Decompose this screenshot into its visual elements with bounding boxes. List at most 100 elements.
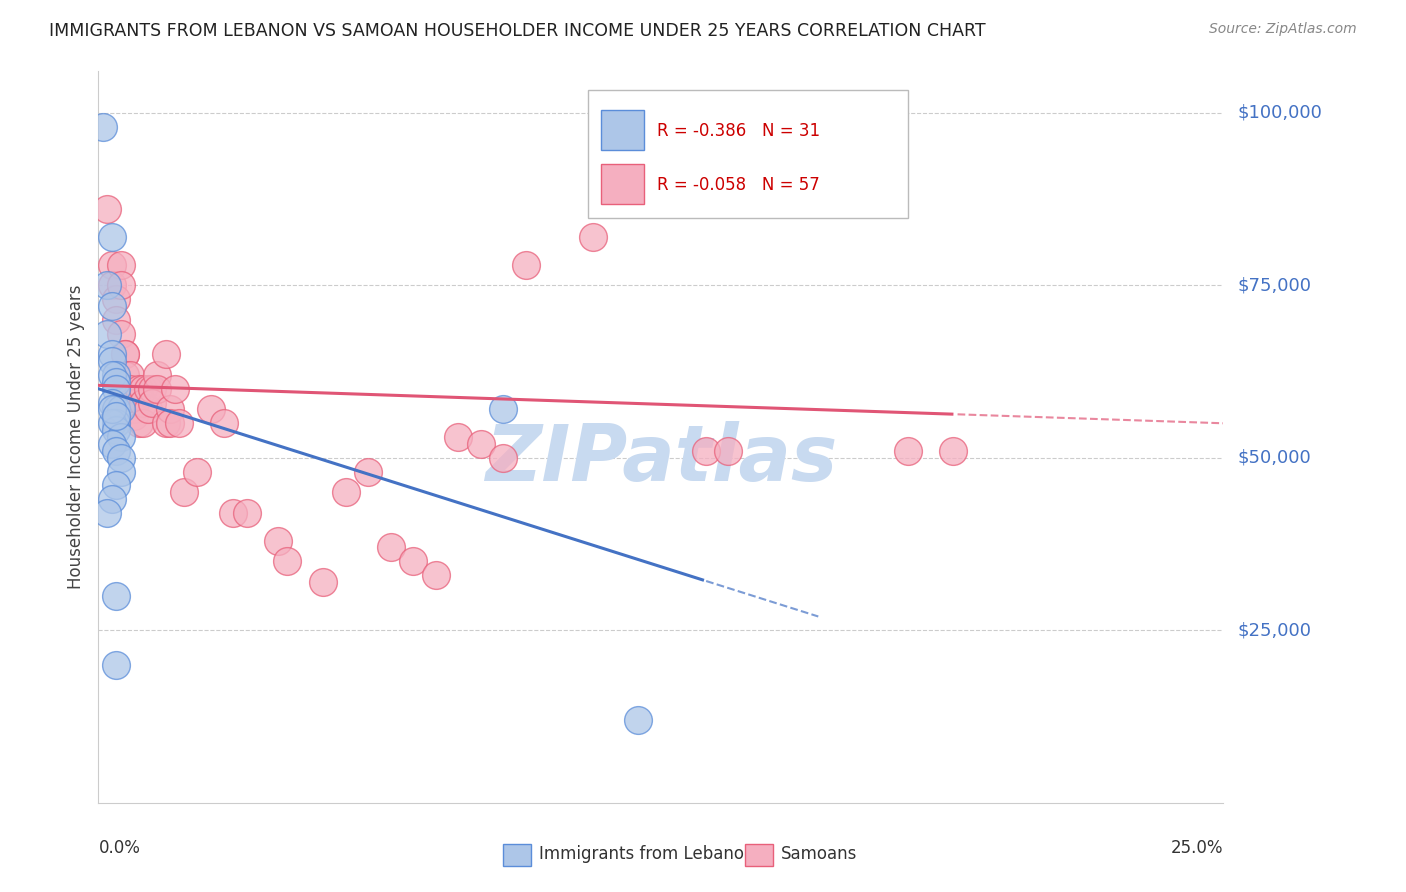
Text: $25,000: $25,000	[1237, 622, 1312, 640]
Point	[124, 402, 146, 417]
Point	[101, 417, 124, 431]
Point	[101, 368, 124, 382]
Point	[159, 402, 181, 417]
Point	[155, 347, 177, 361]
Point	[380, 541, 402, 555]
Point	[91, 120, 114, 134]
Text: Immigrants from Lebanon: Immigrants from Lebanon	[540, 845, 755, 863]
Point	[101, 354, 124, 368]
Point	[357, 465, 380, 479]
Point	[222, 506, 245, 520]
Point	[897, 443, 920, 458]
Point	[105, 657, 128, 672]
Point	[105, 375, 128, 389]
Point	[124, 409, 146, 424]
Point	[110, 258, 132, 272]
Point	[101, 437, 124, 451]
FancyBboxPatch shape	[503, 845, 531, 866]
Point	[627, 713, 650, 727]
Point	[492, 402, 515, 417]
Point	[146, 368, 169, 382]
Point	[96, 506, 118, 520]
Point	[159, 417, 181, 431]
Point	[447, 430, 470, 444]
Point	[515, 258, 537, 272]
Point	[425, 568, 447, 582]
Point	[101, 347, 124, 361]
Point	[101, 258, 124, 272]
Point	[942, 443, 965, 458]
Text: $50,000: $50,000	[1237, 449, 1310, 467]
Point	[101, 402, 124, 417]
Text: $100,000: $100,000	[1237, 103, 1322, 122]
Point	[105, 443, 128, 458]
Point	[136, 382, 159, 396]
Point	[118, 382, 141, 396]
Text: R = -0.386   N = 31: R = -0.386 N = 31	[658, 122, 821, 140]
Point	[105, 402, 128, 417]
Point	[96, 202, 118, 217]
Point	[186, 465, 208, 479]
Point	[470, 437, 492, 451]
Point	[214, 417, 236, 431]
Point	[105, 292, 128, 306]
Point	[141, 382, 163, 396]
Point	[141, 395, 163, 409]
Point	[169, 417, 191, 431]
Point	[163, 382, 186, 396]
Text: ZIPatlas: ZIPatlas	[485, 421, 837, 497]
Point	[96, 278, 118, 293]
Point	[105, 382, 128, 396]
Point	[492, 450, 515, 465]
Point	[105, 409, 128, 424]
FancyBboxPatch shape	[588, 89, 908, 218]
Point	[402, 554, 425, 568]
Point	[128, 417, 150, 431]
Point	[717, 443, 740, 458]
Point	[105, 417, 128, 431]
Point	[110, 402, 132, 417]
Point	[136, 402, 159, 417]
Text: IMMIGRANTS FROM LEBANON VS SAMOAN HOUSEHOLDER INCOME UNDER 25 YEARS CORRELATION : IMMIGRANTS FROM LEBANON VS SAMOAN HOUSEH…	[49, 22, 986, 40]
Text: Source: ZipAtlas.com: Source: ZipAtlas.com	[1209, 22, 1357, 37]
Point	[695, 443, 717, 458]
Point	[118, 395, 141, 409]
Point	[132, 395, 155, 409]
Point	[105, 312, 128, 326]
Point	[110, 430, 132, 444]
Point	[582, 230, 605, 244]
Point	[200, 402, 222, 417]
Point	[276, 554, 298, 568]
Point	[96, 326, 118, 341]
Y-axis label: Householder Income Under 25 years: Householder Income Under 25 years	[66, 285, 84, 590]
Point	[105, 423, 128, 437]
Point	[114, 347, 136, 361]
FancyBboxPatch shape	[602, 164, 644, 204]
Point	[267, 533, 290, 548]
Point	[101, 492, 124, 507]
Point	[118, 368, 141, 382]
Point	[101, 230, 124, 244]
Point	[155, 417, 177, 431]
Point	[236, 506, 259, 520]
Point	[101, 278, 124, 293]
Point	[105, 368, 128, 382]
Point	[128, 382, 150, 396]
Point	[110, 465, 132, 479]
Point	[101, 299, 124, 313]
Point	[132, 382, 155, 396]
Point	[312, 574, 335, 589]
Point	[110, 278, 132, 293]
Point	[124, 395, 146, 409]
Point	[105, 478, 128, 492]
Point	[132, 417, 155, 431]
Point	[110, 450, 132, 465]
Point	[101, 395, 124, 409]
Text: 25.0%: 25.0%	[1171, 839, 1223, 857]
Point	[105, 589, 128, 603]
Point	[173, 485, 195, 500]
Point	[146, 382, 169, 396]
Point	[335, 485, 357, 500]
Text: R = -0.058   N = 57: R = -0.058 N = 57	[658, 177, 820, 194]
FancyBboxPatch shape	[602, 110, 644, 151]
